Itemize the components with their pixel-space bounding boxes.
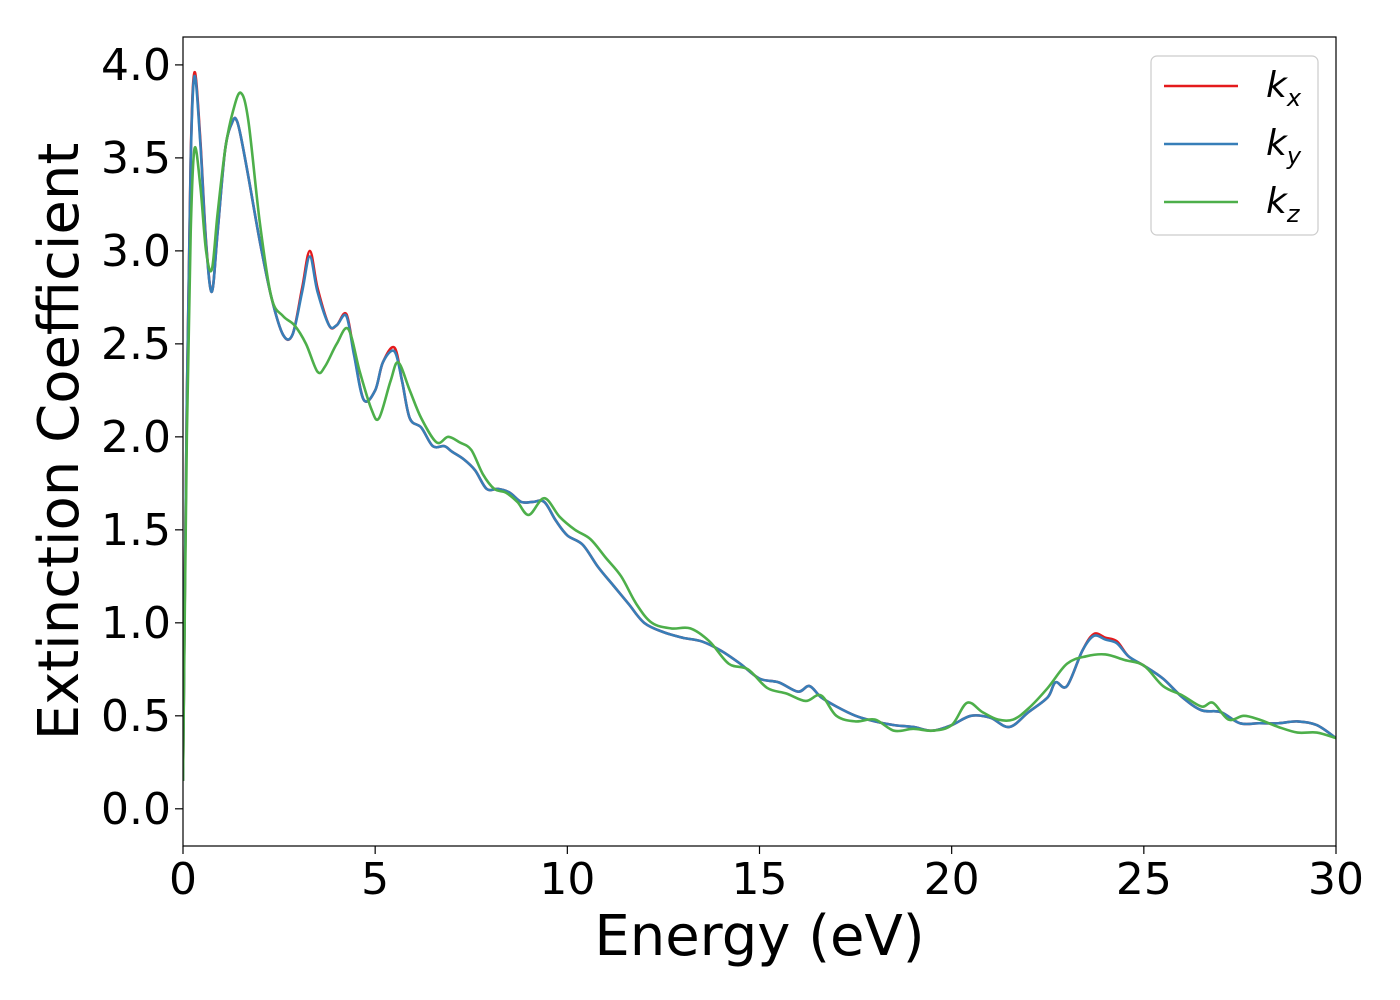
y-tick-label: 0.5 [101,691,171,742]
legend-box [1150,55,1319,236]
x-tick-label: 10 [539,854,595,905]
series-layer [183,71,1336,781]
x-tick-label: 25 [1116,854,1172,905]
x-axis-label: Energy (eV) [594,904,924,969]
y-tick-label: 1.0 [101,598,171,649]
y-tick-label: 3.0 [101,226,171,277]
y-tick-label: 0.0 [101,784,171,835]
x-tick-label: 5 [361,854,389,905]
series-line-3 [183,91,1336,781]
x-tick-label: 20 [924,854,980,905]
y-tick-label: 3.5 [101,133,171,184]
x-axis: 0 5 10 15 20 25 30 [169,846,1364,905]
series-line-2 [183,74,1336,781]
y-tick-label: 2.5 [101,319,171,370]
y-tick-label: 1.5 [101,505,171,556]
y-axis: 0.0 0.5 1.0 1.5 2.0 2.5 3.0 3.5 4.0 [101,40,183,835]
y-tick-label: 4.0 [101,40,171,91]
x-tick-label: 15 [732,854,788,905]
y-tick-label: 2.0 [101,412,171,463]
y-axis-label: Extinction Coefficient [27,143,92,741]
x-tick-label: 0 [169,854,197,905]
x-tick-label: 30 [1308,854,1364,905]
